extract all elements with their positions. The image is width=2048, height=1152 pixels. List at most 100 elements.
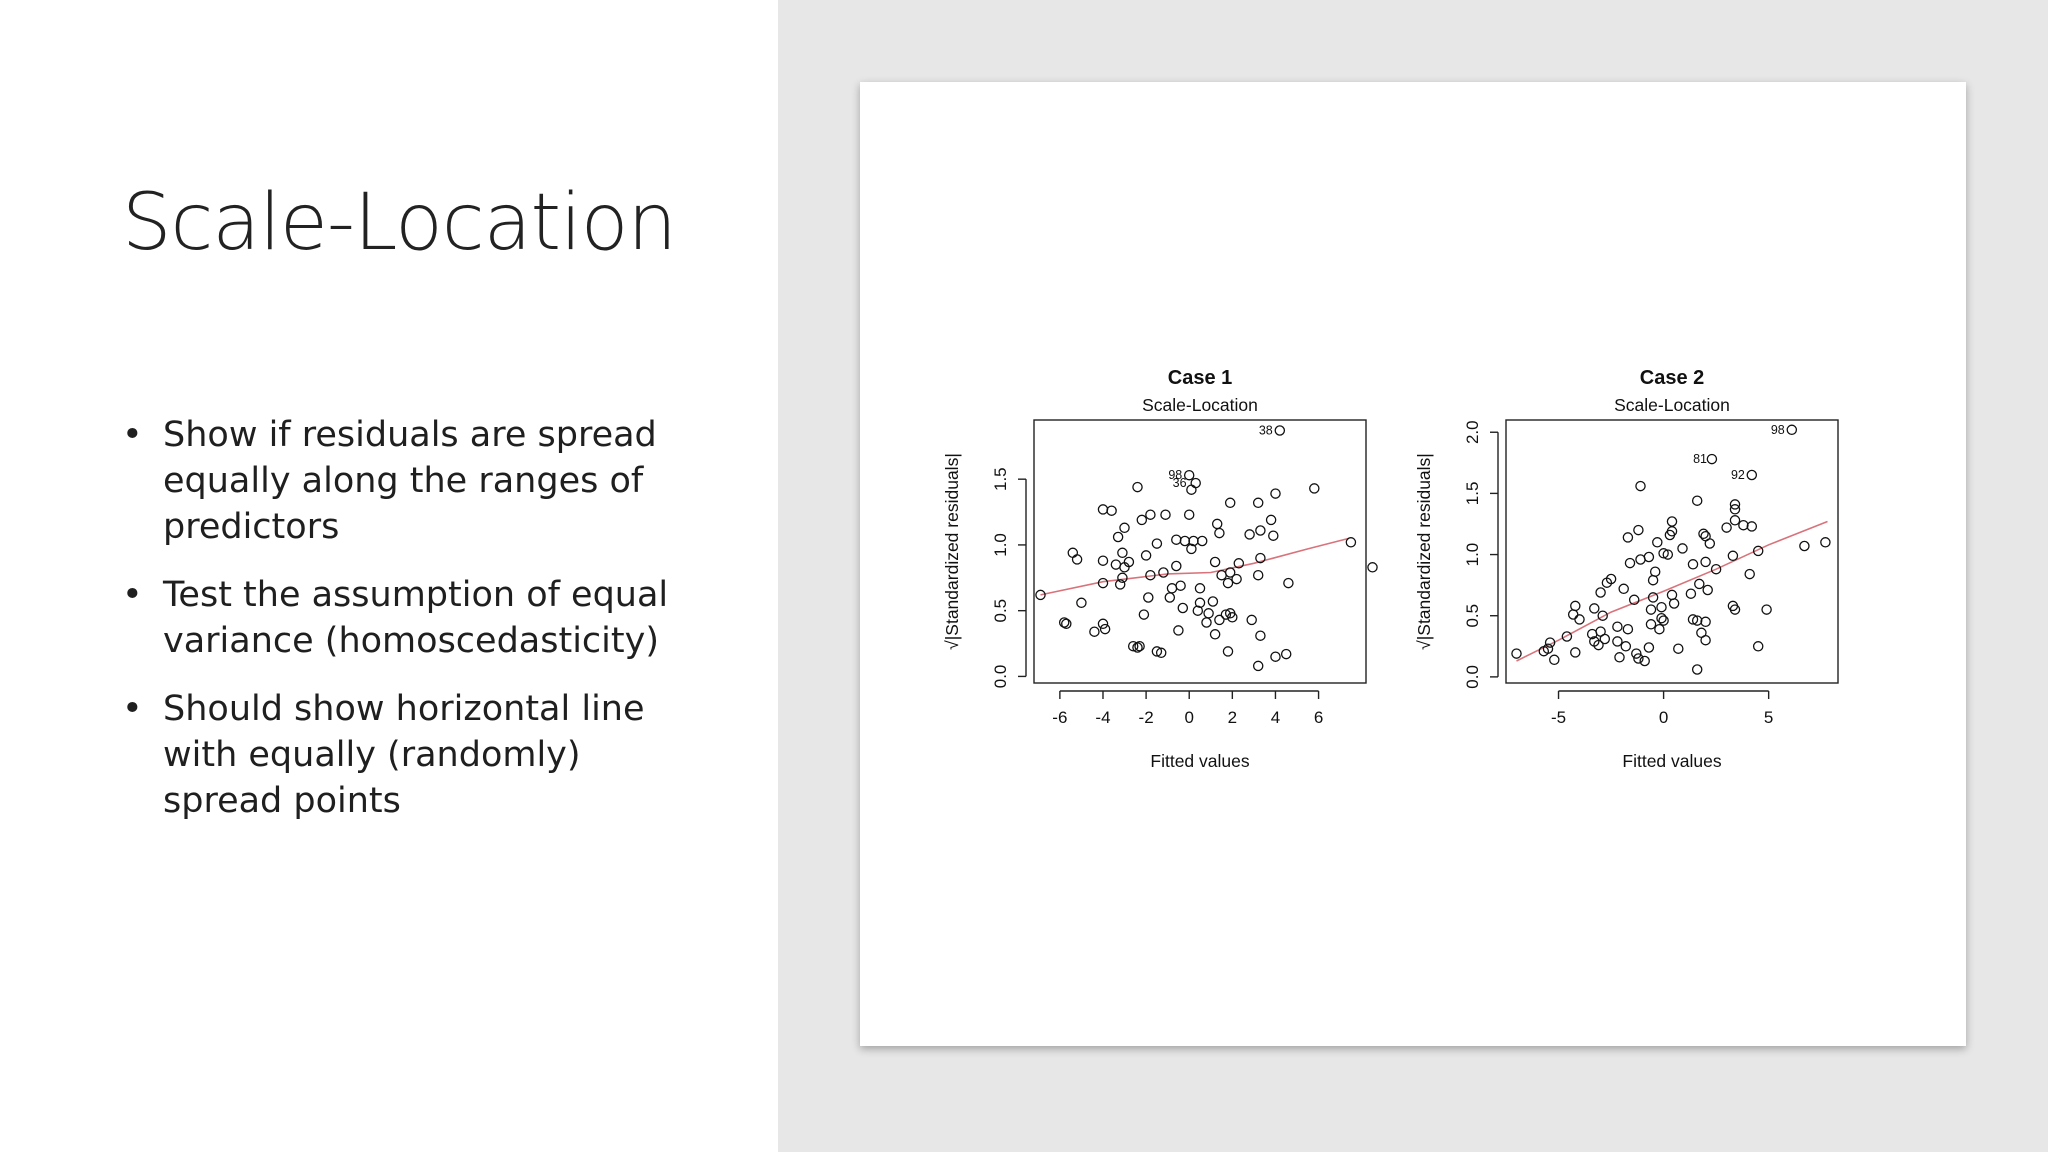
- slide-title: Scale-Location: [122, 178, 677, 268]
- data-point: [1666, 589, 1678, 601]
- data-point: [1635, 480, 1646, 492]
- plot-frame: [1033, 419, 1367, 684]
- data-point: [1280, 648, 1292, 660]
- data-point: [1746, 469, 1758, 481]
- data-point: [1700, 616, 1711, 628]
- bullet-item: • Test the assumption of equal variance (…: [122, 572, 682, 664]
- chart-title: Case 1: [1168, 367, 1233, 389]
- data-point: [1691, 615, 1703, 626]
- data-point: [1132, 642, 1143, 653]
- data-point: [1201, 617, 1212, 628]
- data-point: [1255, 552, 1266, 564]
- data-point: [1145, 569, 1156, 581]
- data-point: [1166, 583, 1178, 594]
- data-point: [1110, 559, 1122, 570]
- data-point: [1220, 609, 1232, 620]
- data-point: [1694, 578, 1705, 590]
- data-point: [1647, 574, 1659, 586]
- x-tick-label: 6: [1314, 708, 1323, 727]
- data-point: [1570, 647, 1581, 658]
- data-point: [1658, 615, 1669, 626]
- data-point: [1127, 640, 1139, 652]
- data-point: [1721, 522, 1732, 533]
- data-point: [1614, 652, 1625, 663]
- data-point: [1076, 597, 1087, 609]
- data-point: [1744, 568, 1755, 580]
- data-point: [1255, 630, 1266, 641]
- data-point: [1136, 514, 1148, 526]
- y-tick-label: 0.0: [991, 665, 1010, 689]
- data-point: [1729, 499, 1741, 510]
- data-point: [1209, 556, 1221, 568]
- data-point: [1658, 548, 1669, 559]
- data-point: [1145, 509, 1156, 520]
- data-point: [1622, 623, 1634, 635]
- data-point: [1177, 602, 1189, 614]
- data-point: [1106, 505, 1117, 516]
- data-point: [1268, 530, 1279, 541]
- data-point: [1216, 569, 1227, 581]
- data-point: [1666, 516, 1678, 527]
- y-tick-label: 1.5: [1463, 482, 1482, 506]
- data-point: [1244, 529, 1255, 540]
- bullet-text: Show if residuals are spread equally alo…: [163, 415, 657, 547]
- data-point: [1633, 653, 1644, 664]
- data-point: [1567, 609, 1579, 620]
- data-point: [1160, 509, 1171, 520]
- data-point: [1231, 573, 1242, 585]
- data-point: [1649, 566, 1661, 577]
- data-point: [1652, 537, 1663, 548]
- figure-card: Case 1 Scale-Location -6 -4 -2 0 2 4 6 Fitted val…: [860, 82, 1966, 1046]
- data-point: [1549, 654, 1560, 666]
- data-point: [1058, 617, 1070, 628]
- data-point: [1544, 637, 1556, 648]
- data-point: [1252, 569, 1264, 581]
- plot-frame: [1505, 419, 1839, 684]
- data-point: [1704, 538, 1716, 549]
- data-point: [1727, 550, 1739, 562]
- data-point: [1668, 598, 1680, 609]
- data-point: [1761, 604, 1772, 615]
- data-point: [1183, 469, 1195, 481]
- data-point: [1186, 543, 1197, 555]
- data-point: [1265, 514, 1277, 526]
- data-point: [1196, 535, 1208, 547]
- data-point: [1542, 643, 1554, 654]
- data-point: [1138, 609, 1150, 620]
- data-point: [1097, 504, 1109, 515]
- data-point: [1099, 623, 1111, 635]
- data-point: [1207, 596, 1219, 607]
- data-point: [1175, 580, 1186, 591]
- data-point: [1700, 556, 1711, 568]
- bullet-dot: •: [122, 415, 143, 455]
- point-label: 38: [1259, 424, 1273, 438]
- data-point: [1222, 577, 1234, 589]
- data-point: [1171, 534, 1182, 545]
- y-tick-label: 1.0: [991, 533, 1010, 557]
- data-point: [1097, 555, 1109, 566]
- data-point: [1511, 648, 1522, 659]
- bullet-dot: •: [122, 575, 143, 615]
- chart-subtitle: Scale-Location: [1142, 395, 1258, 415]
- data-point: [1270, 651, 1281, 662]
- data-point: [1601, 577, 1613, 588]
- data-point: [1151, 646, 1163, 657]
- data-point: [1698, 528, 1709, 540]
- data-point: [1729, 604, 1741, 615]
- data-point: [1561, 631, 1573, 642]
- data-point: [1631, 648, 1642, 659]
- bullet-list: • Show if residuals are spread equally al…: [122, 412, 682, 846]
- data-point: [1662, 549, 1674, 560]
- data-point: [1155, 647, 1167, 659]
- data-point: [1635, 554, 1646, 565]
- point-label: 98: [1168, 468, 1182, 482]
- data-point: [1685, 588, 1697, 599]
- data-point: [1595, 587, 1606, 598]
- point-label: 98: [1771, 423, 1785, 437]
- y-tick-label: 0.5: [991, 599, 1010, 623]
- y-tick-label: 1.5: [991, 467, 1010, 491]
- data-point: [1274, 425, 1286, 436]
- data-point: [1252, 497, 1264, 509]
- x-tick-label: 4: [1271, 708, 1280, 727]
- x-tick-label: 0: [1184, 708, 1193, 727]
